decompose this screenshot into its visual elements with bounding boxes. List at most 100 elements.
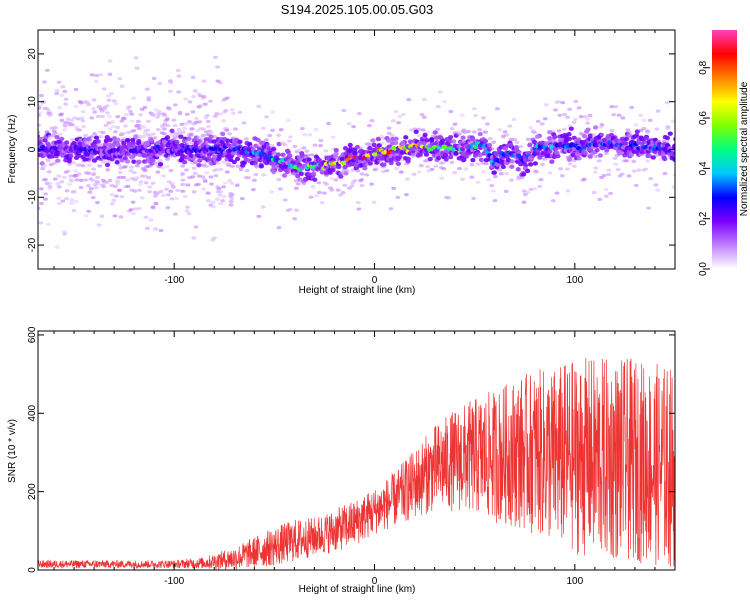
spectrogram-x-tick-label: -100 xyxy=(164,275,184,286)
noise-blob xyxy=(130,200,136,204)
noise-blob xyxy=(87,190,93,194)
noise-blob xyxy=(54,245,60,249)
band-blob xyxy=(592,125,599,130)
noise-blob xyxy=(613,162,619,166)
noise-blob xyxy=(199,137,205,141)
snr-x-axis-label: Height of straight line (km) xyxy=(299,584,416,595)
noise-blob xyxy=(91,106,96,111)
noise-blob xyxy=(174,196,180,201)
band-blob xyxy=(114,160,120,165)
noise-blob xyxy=(183,97,189,101)
noise-blob xyxy=(593,166,599,170)
noise-blob xyxy=(113,101,119,106)
noise-blob xyxy=(184,168,189,172)
noise-blob xyxy=(146,96,152,100)
noise-blob xyxy=(206,125,211,129)
noise-blob xyxy=(344,169,350,173)
noise-blob xyxy=(276,133,282,137)
band-blob xyxy=(566,157,573,162)
noise-blob xyxy=(495,107,500,111)
noise-blob xyxy=(502,130,508,134)
noise-blob xyxy=(531,187,537,191)
noise-blob xyxy=(54,89,60,93)
spectrogram-x-axis-label: Height of straight line (km) xyxy=(299,285,416,296)
noise-blob xyxy=(117,76,123,81)
noise-blob xyxy=(177,128,182,132)
noise-blob xyxy=(585,117,591,121)
noise-blob xyxy=(287,207,293,212)
noise-blob xyxy=(60,199,66,203)
noise-blob xyxy=(592,170,598,175)
noise-blob xyxy=(665,126,671,130)
noise-blob xyxy=(233,127,238,131)
noise-blob xyxy=(532,130,538,135)
noise-blob xyxy=(117,175,123,180)
noise-blob xyxy=(83,178,89,182)
noise-blob xyxy=(230,111,236,115)
noise-blob xyxy=(45,159,51,163)
noise-blob xyxy=(418,164,424,168)
noise-blob xyxy=(426,169,432,173)
noise-blob xyxy=(267,133,273,138)
noise-blob xyxy=(356,207,362,211)
band-blob xyxy=(508,142,514,148)
noise-blob xyxy=(54,92,60,96)
noise-blob xyxy=(282,198,288,202)
noise-blob xyxy=(153,227,159,231)
noise-blob xyxy=(110,124,116,129)
colorbar-label: Normalized spectral amplitude xyxy=(739,81,750,216)
noise-blob xyxy=(92,132,97,136)
noise-blob xyxy=(197,158,203,162)
noise-blob xyxy=(504,133,510,137)
noise-blob xyxy=(169,182,175,186)
noise-blob xyxy=(471,130,477,134)
noise-blob xyxy=(221,185,226,189)
noise-blob xyxy=(452,122,458,126)
band-blob xyxy=(231,159,237,165)
noise-blob xyxy=(86,184,91,188)
noise-blob xyxy=(141,125,147,129)
noise-blob xyxy=(565,189,571,193)
band-blob xyxy=(552,134,558,140)
noise-blob xyxy=(138,134,143,139)
noise-blob xyxy=(107,59,113,63)
noise-blob xyxy=(472,107,477,111)
colorbar: 0.0 0.2 0.4 0.6 0.8 Normalized spectral ampl… xyxy=(698,30,750,276)
noise-blob xyxy=(65,169,71,173)
noise-blob xyxy=(180,164,186,168)
band-blob xyxy=(312,177,318,182)
band-blob xyxy=(231,141,238,147)
noise-blob xyxy=(379,141,385,145)
noise-blob xyxy=(141,134,147,138)
snr-panel: -100 0 100 0 200 400 600 Height of straight l… xyxy=(7,326,676,595)
noise-blob xyxy=(616,113,622,117)
noise-blob xyxy=(483,130,489,134)
noise-blob xyxy=(79,101,84,105)
noise-blob xyxy=(512,138,518,142)
noise-blob xyxy=(256,214,262,218)
noise-blob xyxy=(633,183,639,188)
noise-blob xyxy=(155,115,160,119)
noise-blob xyxy=(38,221,44,225)
noise-blob xyxy=(294,208,299,212)
noise-blob xyxy=(86,209,92,213)
noise-blob xyxy=(214,168,219,172)
band-blob xyxy=(381,162,387,167)
noise-blob xyxy=(69,179,75,183)
noise-blob xyxy=(638,128,644,133)
noise-blob xyxy=(62,124,68,128)
band-blob xyxy=(509,159,515,164)
noise-blob xyxy=(596,138,602,143)
noise-blob xyxy=(324,182,330,186)
noise-blob xyxy=(67,182,72,186)
noise-blob xyxy=(369,182,375,186)
noise-blob xyxy=(130,119,135,123)
band-blob xyxy=(59,136,65,142)
noise-blob xyxy=(153,107,159,112)
noise-blob xyxy=(241,121,247,125)
noise-blob xyxy=(204,171,210,175)
noise-blob xyxy=(670,119,675,123)
snr-y-axis-label: SNR (10 * v/v) xyxy=(7,419,18,483)
noise-blob xyxy=(441,167,447,171)
noise-blob xyxy=(504,171,509,176)
